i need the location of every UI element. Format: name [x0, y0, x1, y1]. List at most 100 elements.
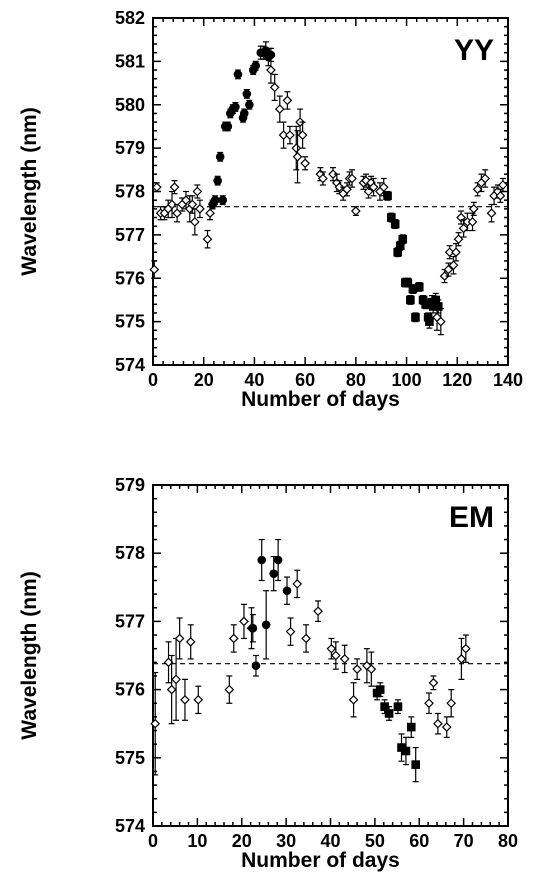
data-point-diamond [166, 684, 177, 695]
chart-panel-2: 0 10 20 30 40 50 60 70 80 574 575 576 577 578 579 Numbe… [18, 475, 518, 872]
data-point-diamond [366, 664, 377, 674]
plot-frame [152, 17, 509, 366]
y-tick-label: 578 [115, 182, 145, 202]
data-point-diamond [334, 182, 345, 193]
data-point-diamond [149, 264, 160, 275]
x-tick-label: 20 [232, 831, 252, 851]
data-point-diamond [228, 633, 239, 644]
data-point-square [425, 317, 434, 326]
data-point-circle [251, 61, 260, 71]
data-point-diamond [451, 247, 461, 258]
data-point-diamond [378, 182, 389, 193]
data-point-circle [213, 176, 222, 185]
data-point-diamond [297, 130, 308, 140]
data-point-diamond [269, 82, 280, 93]
x-tick-label: 20 [194, 370, 214, 390]
series-filled-circle [208, 41, 276, 210]
data-point-diamond [339, 654, 350, 664]
data-point-diamond [172, 208, 182, 219]
x-tick-label: 120 [442, 370, 472, 390]
data-point-diamond [291, 143, 302, 153]
data-point-circle [210, 195, 220, 205]
data-point-diamond [441, 722, 452, 732]
data-point-diamond [480, 173, 491, 184]
y-tick-label: 576 [115, 680, 145, 700]
data-point-circle [215, 152, 225, 162]
y-axis-title: Wavelength (nm) [18, 571, 41, 739]
data-point-square [421, 299, 430, 309]
data-point-diamond [468, 204, 479, 214]
panel-label: YY [454, 34, 494, 67]
data-point-square [395, 241, 405, 251]
data-point-square [383, 191, 392, 201]
data-point-diamond [205, 208, 215, 219]
panel-label: EM [449, 501, 494, 534]
data-point-diamond [239, 616, 249, 627]
data-point-diamond [285, 626, 296, 637]
data-point-diamond [318, 173, 328, 184]
plot-frame [152, 484, 509, 827]
x-tick-label: 40 [244, 370, 264, 390]
data-point-diamond [433, 718, 443, 729]
x-tick-label: 80 [498, 831, 518, 851]
data-point-square [390, 219, 400, 229]
data-point-circle [218, 195, 228, 205]
data-point-circle [248, 623, 258, 633]
data-point-diamond [446, 698, 457, 709]
y-tick-label: 576 [115, 268, 145, 288]
data-point-diamond [202, 234, 213, 245]
data-point-diamond [424, 698, 434, 709]
data-point-square [433, 302, 443, 311]
data-point-diamond [435, 316, 446, 327]
x-tick-label: 140 [493, 370, 523, 390]
y-tick-label: 580 [115, 95, 145, 115]
data-point-circle [245, 100, 254, 110]
data-point-diamond [467, 217, 478, 227]
data-point-circle [273, 555, 283, 565]
data-point-diamond [292, 151, 303, 162]
data-point-diamond [368, 182, 379, 193]
y-tick-label: 582 [115, 8, 145, 28]
data-point-diamond [193, 694, 204, 705]
data-point-circle [269, 569, 279, 578]
y-tick-label: 581 [115, 51, 145, 71]
series-filled-square [383, 190, 443, 329]
x-tick-label: 40 [320, 831, 340, 851]
data-point-square [414, 282, 424, 292]
data-point-diamond [185, 637, 196, 647]
y-tick-label: 574 [115, 355, 145, 375]
x-tick-label: 60 [295, 370, 315, 390]
data-point-diamond [192, 186, 203, 197]
data-point-diamond [428, 677, 439, 688]
series-open-diamond [149, 56, 508, 336]
data-point-diamond [278, 130, 289, 140]
data-point-square [411, 760, 420, 769]
data-point-diamond [498, 180, 508, 190]
data-point-diamond [180, 694, 190, 705]
data-point-diamond [326, 643, 337, 654]
data-point-diamond [330, 650, 341, 661]
y-tick-label: 579 [115, 475, 145, 495]
data-point-diamond [195, 204, 205, 214]
data-point-circle [261, 620, 271, 630]
x-tick-label: 10 [187, 831, 207, 851]
y-axis-title: Wavelength (nm) [18, 107, 41, 275]
data-point-diamond [313, 606, 323, 617]
chart-panel-1: 0 20 40 60 80 100 120 140 574 575 576 577 578 579 580 5… [18, 8, 523, 411]
data-point-diamond [486, 208, 497, 219]
data-point-diamond [443, 264, 454, 275]
data-point-diamond [453, 234, 464, 245]
data-point-square [393, 702, 403, 711]
data-point-diamond [150, 718, 161, 729]
data-point-diamond [181, 195, 191, 206]
series-filled-square [372, 682, 420, 783]
data-point-diamond [285, 130, 295, 140]
x-axis-title: Number of days [241, 388, 400, 411]
data-point-diamond [351, 206, 361, 216]
data-point-square [406, 722, 416, 732]
data-point-diamond [444, 247, 455, 258]
data-point-diamond [282, 95, 293, 106]
data-point-square [387, 213, 396, 222]
y-tick-label: 575 [115, 748, 145, 768]
data-point-diamond [169, 182, 180, 193]
